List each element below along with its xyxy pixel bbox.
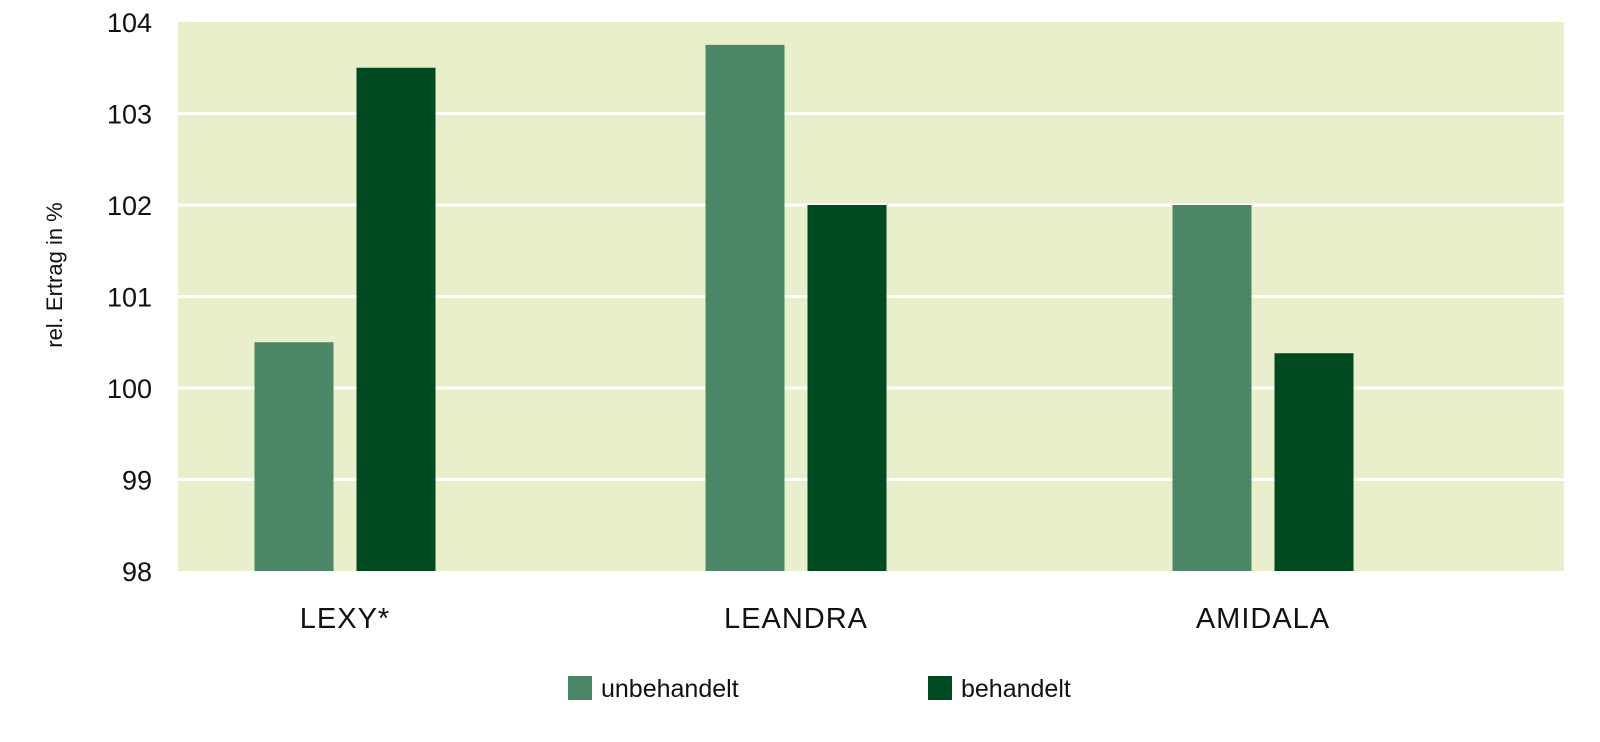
x-category-label: AMIDALA bbox=[1196, 603, 1330, 635]
y-tick-label: 104 bbox=[107, 8, 152, 38]
x-axis-categories: LEXY* LEANDRA AMIDALA bbox=[300, 603, 1330, 635]
x-category-label: LEANDRA bbox=[724, 603, 868, 635]
bar-unbehandelt-amidala bbox=[1172, 205, 1252, 571]
legend-label-unbehandelt: unbehandelt bbox=[601, 675, 739, 703]
y-tick-label: 100 bbox=[107, 374, 152, 404]
y-tick-label: 103 bbox=[107, 100, 152, 130]
y-tick-label: 101 bbox=[107, 283, 152, 313]
y-axis-ticks: 98 99 100 101 102 103 104 bbox=[107, 8, 152, 587]
legend-label-behandelt: behandelt bbox=[961, 675, 1071, 703]
legend-swatch-behandelt bbox=[928, 676, 952, 700]
y-tick-label: 99 bbox=[122, 466, 152, 496]
bars bbox=[254, 44, 1354, 571]
y-tick-label: 102 bbox=[107, 191, 152, 221]
y-tick-label: 98 bbox=[122, 557, 152, 587]
legend-swatch-unbehandelt bbox=[568, 676, 592, 700]
y-axis-title: rel. Ertrag in % bbox=[42, 202, 67, 348]
legend: unbehandelt behandelt bbox=[568, 675, 1071, 703]
bar-behandelt-leandra bbox=[807, 205, 887, 571]
bar-behandelt-lexy bbox=[356, 67, 436, 571]
bar-unbehandelt-leandra bbox=[705, 44, 785, 571]
bar-behandelt-amidala bbox=[1274, 353, 1354, 571]
x-category-label: LEXY* bbox=[300, 603, 390, 635]
bar-unbehandelt-lexy bbox=[254, 342, 334, 571]
